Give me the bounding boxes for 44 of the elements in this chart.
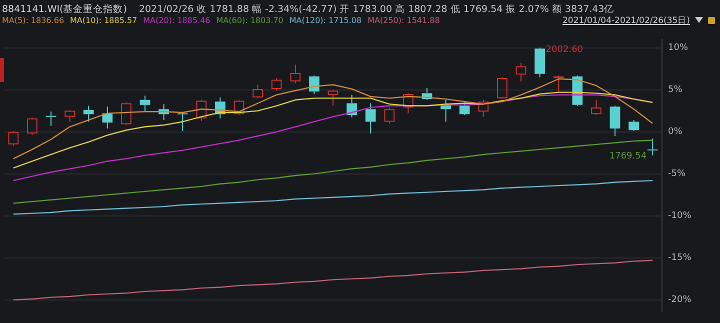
candlestick [516, 62, 526, 82]
y-tick-label: 10% [668, 43, 688, 54]
text: MA(60): 1803.70 [216, 16, 284, 25]
text: MA(20): 1885.46 [143, 16, 210, 25]
candlestick [328, 89, 338, 106]
text: 2021/01/04-2021/02/26(35日) [562, 15, 690, 27]
candlestick [27, 117, 38, 136]
candlestick [252, 84, 263, 99]
candlestick [403, 92, 414, 114]
y-tick-label: -10% [668, 211, 692, 222]
text: MA(250): 1541.88 [368, 16, 440, 25]
candlestick [64, 109, 75, 122]
candlestick [271, 78, 282, 92]
y-tick-label: 5% [668, 85, 683, 96]
candlestick [8, 130, 19, 147]
text: MA(5): 1836.66 [2, 16, 64, 25]
candlestick [309, 75, 320, 95]
y-tick-label: -20% [668, 295, 692, 306]
candlestick [83, 105, 94, 122]
candlestick [610, 105, 620, 137]
chart-subtitle: 2021/02/26 收 1781.88 幅 -2.34%(-42.77) 开 1783.00 高 1807.28 低 1769.54 振 2.07% 额 3837.43亿 [138, 4, 614, 15]
text: MA(10): 1885.57 [70, 16, 138, 25]
annotation: 1769.54 [609, 152, 647, 162]
candlestick [553, 75, 564, 93]
candlestick [365, 102, 376, 134]
y-tick-label: -5% [668, 169, 686, 180]
y-tick-label: -15% [668, 253, 692, 264]
candlestick [290, 64, 301, 84]
candlestick [346, 94, 357, 118]
y-tick-label: 0% [668, 127, 683, 138]
annotation: 2002.60 [546, 45, 584, 56]
candlestick [177, 113, 188, 132]
chart-title: 8841141.WI(基金重仓指数) [2, 4, 127, 15]
candlestick [46, 111, 56, 126]
candlestick [647, 138, 658, 156]
candlestick [384, 106, 395, 124]
candlestick [196, 99, 207, 122]
candlestick [478, 99, 489, 118]
candlestick [591, 99, 602, 116]
candlestick [628, 120, 639, 132]
candlestick [497, 76, 508, 100]
candlestick [102, 106, 113, 129]
text: MA(120): 1715.08 [289, 16, 362, 25]
candlestick [140, 95, 150, 112]
